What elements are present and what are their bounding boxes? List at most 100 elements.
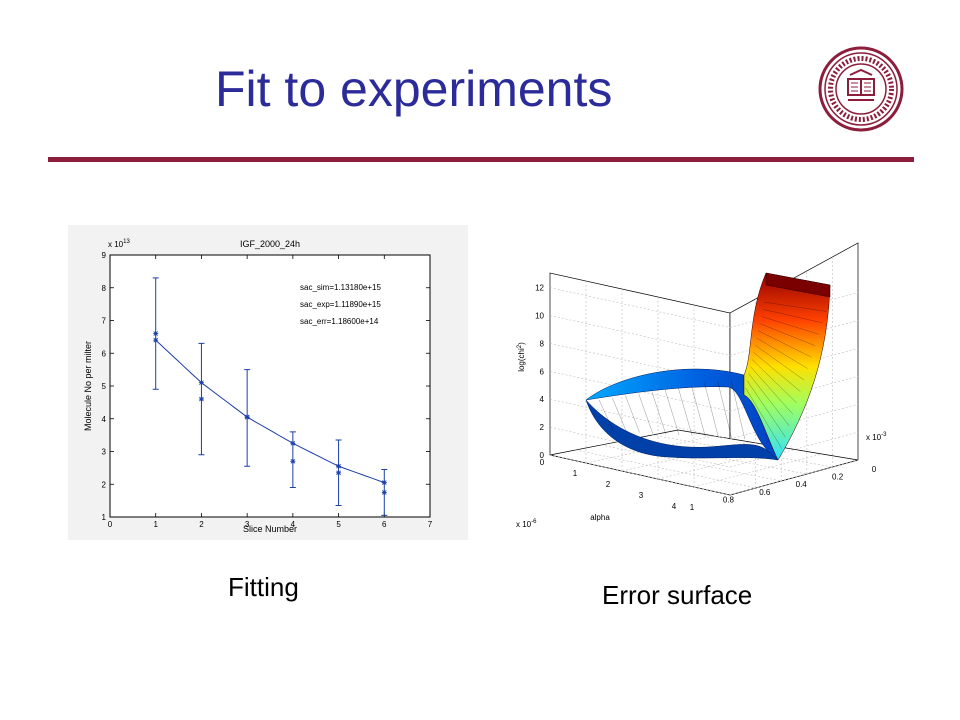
indiana-university-seal-icon — [818, 46, 904, 132]
mesh-line — [651, 391, 666, 435]
mesh-line — [599, 399, 614, 431]
experiment-point — [381, 489, 387, 495]
alpha-tick-label: 0.8 — [723, 495, 735, 504]
x-tick-label: 6 — [382, 520, 387, 529]
mesh-line — [748, 373, 790, 426]
y-tick-label: 4 — [102, 415, 107, 424]
other-axis-multiplier: x 10-6 — [516, 519, 537, 529]
x-tick-label: 7 — [428, 520, 433, 529]
x-tick-label: 4 — [291, 520, 296, 529]
annotations: sac_sim=1.13180e+15 sac_exp=1.11890e+15 … — [300, 283, 382, 326]
y-axis-label: Molecule No per milter — [83, 341, 93, 431]
y-tick-label: 1 — [102, 513, 107, 522]
y-tick-label: 3 — [102, 448, 107, 457]
x-tick-label: 2 — [199, 520, 204, 529]
experiment-point — [153, 331, 159, 337]
other-axis-tick-label: 4 — [672, 502, 677, 511]
grid-line-z — [549, 287, 731, 328]
y-tick-label: 8 — [102, 284, 107, 293]
mesh-line — [756, 337, 808, 369]
mesh-line — [758, 330, 812, 358]
z-tick-label: 12 — [535, 284, 544, 293]
mesh-line — [745, 387, 782, 449]
z-tick-label: 8 — [540, 339, 545, 348]
mesh-line — [762, 309, 823, 324]
mesh-line — [730, 379, 746, 440]
plot-area — [109, 254, 431, 518]
other-axis-tick-label: 3 — [639, 491, 644, 500]
z-tick-label: 2 — [540, 423, 545, 432]
mesh-line — [746, 380, 786, 438]
annotation-sac-err: sac_err=1.18600e+14 — [300, 317, 379, 326]
mesh-line — [638, 393, 653, 434]
experiment-point — [198, 396, 204, 402]
y-tick-label: 7 — [102, 317, 107, 326]
grid-line-z — [549, 454, 731, 496]
mesh-line — [664, 389, 680, 436]
annotation-sac-exp: sac_exp=1.11890e+15 — [300, 300, 381, 309]
x-tick-label: 1 — [153, 520, 158, 529]
mesh-line — [761, 316, 819, 335]
alpha-axis-label: alpha — [590, 513, 610, 522]
y-tick-label: 6 — [102, 349, 107, 358]
alpha-tick-label: 0 — [872, 465, 877, 474]
fit-line — [155, 339, 385, 484]
z-tick-label: 6 — [540, 367, 545, 376]
y-tick-label: 2 — [102, 480, 107, 489]
series-marks — [152, 277, 388, 516]
annotation-sac-sim: sac_sim=1.13180e+15 — [300, 283, 382, 292]
fitting-chart: IGF_2000_24h x 1013 Slice Number Molecul… — [68, 225, 468, 540]
alpha-tick-label: 0.6 — [759, 488, 771, 497]
mesh-line — [704, 383, 719, 438]
other-axis-tick-label: 1 — [573, 469, 578, 478]
x-axis-label: Slice Number — [243, 524, 297, 534]
other-axis-tick-label: 2 — [606, 480, 611, 489]
mesh-line — [753, 352, 801, 392]
title-divider — [48, 157, 914, 162]
x-tick-label: 3 — [245, 520, 250, 529]
mesh-line — [759, 323, 816, 346]
grid-line-z — [549, 398, 731, 440]
mesh-line — [754, 344, 805, 381]
grid-line-floor — [626, 439, 807, 475]
mesh-line — [750, 366, 793, 415]
grid-line-floor — [601, 444, 782, 482]
mesh-line — [751, 359, 797, 403]
experiment-point — [244, 414, 250, 420]
mesh-line — [717, 381, 732, 439]
x-tick-label: 5 — [336, 520, 341, 529]
mesh-line — [764, 301, 827, 312]
z-tick-label: 0 — [540, 451, 545, 460]
mesh-line — [691, 385, 706, 437]
surface-mesh — [599, 301, 827, 449]
caption-fitting: Fitting — [228, 572, 299, 602]
mesh-line — [677, 387, 693, 436]
page-title: Fit to experiments — [215, 61, 613, 117]
experiment-point — [290, 458, 296, 464]
y-multiplier-label: x 1013 — [108, 239, 130, 249]
surface-top-edge — [765, 272, 831, 298]
y-tick-label: 5 — [102, 382, 107, 391]
caption-error-surface: Error surface — [602, 580, 753, 610]
grid-line-floor — [652, 434, 833, 468]
z-tick-label: 4 — [540, 395, 545, 404]
surface — [585, 272, 831, 461]
mesh-line — [625, 395, 640, 433]
z-tick-label: 10 — [535, 311, 544, 320]
other-axis-tick-label: 0 — [540, 458, 545, 467]
y-tick-label: 9 — [102, 251, 107, 260]
alpha-axis-multiplier: x 10-3 — [866, 432, 887, 442]
grid-line-z — [549, 315, 731, 356]
x-tick-label: 0 — [108, 520, 113, 529]
alpha-tick-label: 0.2 — [832, 473, 844, 482]
experiment-point — [336, 470, 342, 476]
alpha-tick-label: 1 — [690, 503, 695, 512]
alpha-tick-label: 0.4 — [796, 480, 808, 489]
grid-line-floor — [575, 449, 756, 489]
z-axis-label: log(chi2) — [517, 342, 526, 372]
chart-title: IGF_2000_24h — [240, 239, 300, 249]
mesh-line — [612, 397, 627, 432]
